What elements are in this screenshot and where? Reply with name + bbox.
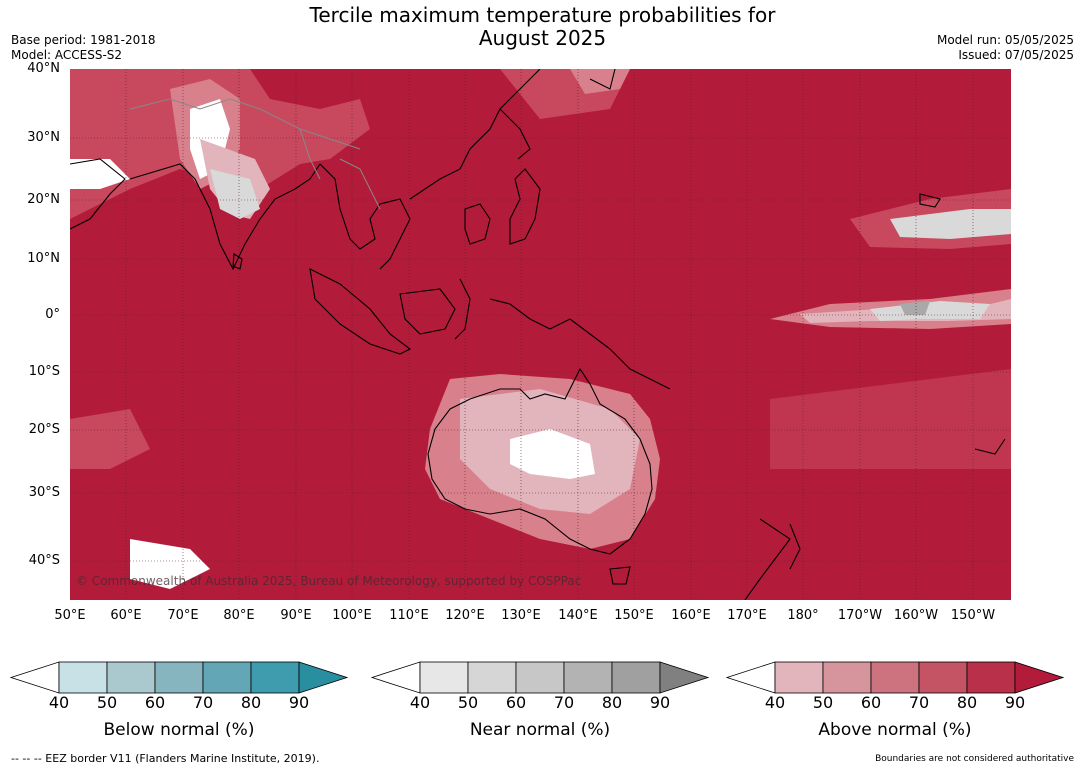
lat-label: 10°N [27, 251, 60, 266]
colorbar-segment [419, 661, 469, 694]
cb-near-tick: 40 [409, 693, 431, 712]
colorbar-segment [774, 661, 824, 694]
issued-date: Issued: 07/05/2025 [958, 48, 1074, 62]
cb-above-tick: 90 [1004, 693, 1026, 712]
colorbar-segment [106, 661, 156, 694]
country-borders [129, 98, 381, 210]
cb-near-tick: 50 [457, 693, 479, 712]
colorbar-segment [250, 661, 300, 694]
lon-label: 130°E [501, 608, 541, 623]
lon-label: 170°E [727, 608, 767, 623]
colorbar-segment [58, 661, 108, 694]
probability-shading [70, 69, 1011, 589]
cb-near-tick: 90 [649, 693, 671, 712]
colorbar-extend-low [370, 661, 421, 694]
colorbar-extend-high [659, 661, 710, 694]
colorbar-segment [611, 661, 661, 694]
colorbar-segment [467, 661, 517, 694]
cb-above-tick: 50 [812, 693, 834, 712]
cb-below-tick: 60 [144, 693, 166, 712]
lat-label: 40°N [27, 61, 60, 76]
title-line-2: August 2025 [478, 26, 607, 50]
colorbar-extend-low [9, 661, 60, 694]
lat-label: 0° [45, 307, 60, 322]
lon-label: 150°E [614, 608, 654, 623]
lon-label: 100°E [332, 608, 372, 623]
lon-label: 180° [787, 608, 819, 623]
lat-label: 40°S [28, 553, 60, 568]
colorbar-segment [966, 661, 1016, 694]
colorbar-extend-high [1014, 661, 1065, 694]
model-name: Model: ACCESS-S2 [11, 48, 123, 62]
colorbar-extend-low [725, 661, 776, 694]
footer-eez-note: -- -- -- EEZ border V11 (Flanders Marine… [11, 752, 320, 765]
cb-near-tick: 80 [601, 693, 623, 712]
cb-above-title: Above normal (%) [818, 720, 972, 740]
lat-label: 20°N [27, 192, 60, 207]
cb-above-tick: 60 [860, 693, 882, 712]
lon-label: 150°W [950, 608, 996, 623]
cb-above-tick: 70 [908, 693, 930, 712]
map-svg [70, 69, 1011, 600]
coastlines [70, 69, 1006, 600]
cb-near-tick: 60 [505, 693, 527, 712]
colorbar-segment [563, 661, 613, 694]
cb-below-tick: 40 [48, 693, 70, 712]
lon-label: 90°E [280, 608, 312, 623]
map-credit: © Commonwealth of Australia 2025, Bureau… [76, 574, 582, 588]
base-period: Base period: 1981-2018 [11, 33, 156, 47]
cb-below-tick: 70 [192, 693, 214, 712]
chart-title: Tercile maximum temperature probabilitie… [0, 4, 1085, 50]
colorbar-segment [515, 661, 565, 694]
lat-label: 20°S [28, 422, 60, 437]
probability-map[interactable] [70, 69, 1011, 600]
cb-below-title: Below normal (%) [103, 720, 255, 740]
cb-above-tick: 80 [956, 693, 978, 712]
lon-label: 80°E [223, 608, 255, 623]
colorbar-below [9, 661, 349, 694]
cb-near-tick: 70 [553, 693, 575, 712]
cb-below-tick: 90 [288, 693, 310, 712]
colorbar-segment [918, 661, 968, 694]
lon-label: 120°E [445, 608, 485, 623]
colorbar-near [370, 661, 710, 694]
lon-label: 50°E [54, 608, 86, 623]
lon-label: 70°E [167, 608, 199, 623]
lat-label: 10°S [28, 364, 60, 379]
colorbar-segment [822, 661, 872, 694]
lon-label: 160°W [893, 608, 939, 623]
title-line-1: Tercile maximum temperature probabilitie… [309, 3, 776, 27]
meta-left: Base period: 1981-2018 Model: ACCESS-S2 [11, 33, 156, 63]
graticule [70, 69, 1011, 600]
lon-label: 60°E [110, 608, 142, 623]
cb-above-tick: 40 [764, 693, 786, 712]
lon-label: 160°E [671, 608, 711, 623]
colorbar-segment [870, 661, 920, 694]
lat-label: 30°S [28, 485, 60, 500]
colorbar-segment [154, 661, 204, 694]
colorbars-svg [9, 661, 1065, 694]
lat-label: 30°N [27, 130, 60, 145]
cb-below-tick: 80 [240, 693, 262, 712]
lon-label: 170°W [837, 608, 883, 623]
model-run: Model run: 05/05/2025 [936, 33, 1074, 47]
cb-near-title: Near normal (%) [469, 720, 611, 740]
colorbar-above [725, 661, 1065, 694]
lon-label: 140°E [558, 608, 598, 623]
colorbar-extend-high [298, 661, 349, 694]
meta-right: Model run: 05/05/2025 Issued: 07/05/2025 [937, 33, 1074, 63]
colorbar-segment [202, 661, 252, 694]
footer-disclaimer: Boundaries are not considered authoritat… [875, 754, 1074, 764]
cb-below-tick: 50 [96, 693, 118, 712]
lon-label: 110°E [389, 608, 429, 623]
